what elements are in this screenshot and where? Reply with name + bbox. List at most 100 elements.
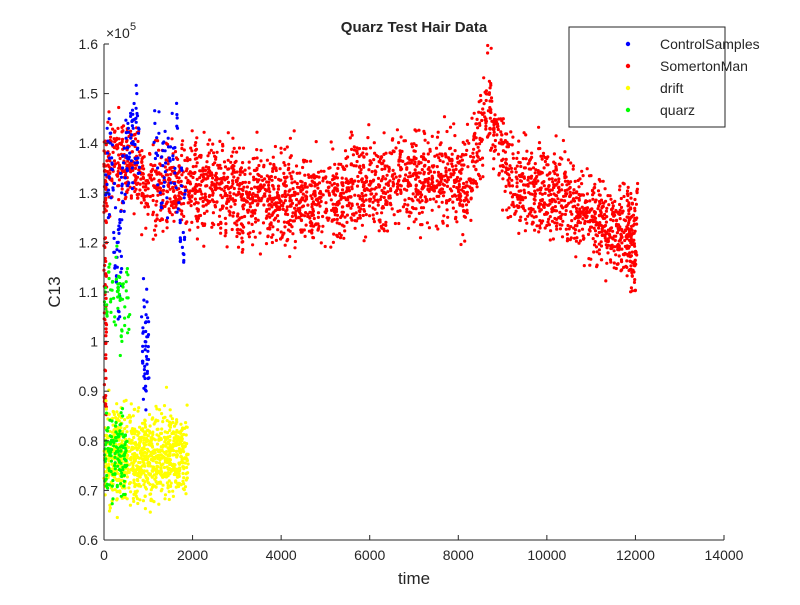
somertonman-point: [232, 186, 236, 191]
quarz-point: [110, 484, 114, 488]
somertonman-point: [141, 171, 145, 175]
somertonman-point: [206, 174, 210, 179]
somertonman-point: [177, 180, 181, 184]
somertonman-point: [250, 222, 254, 226]
quarz-point: [123, 492, 127, 497]
somertonman-point: [324, 201, 328, 205]
controlsamples-point: [162, 176, 166, 180]
somertonman-point: [305, 190, 309, 194]
somertonman-point: [517, 204, 521, 208]
somertonman-point: [551, 209, 555, 213]
somertonman-point: [368, 146, 373, 150]
somertonman-point: [257, 196, 261, 200]
somertonman-point: [148, 152, 152, 156]
controlsamples-point: [156, 166, 160, 170]
controlsamples-point: [146, 316, 150, 320]
somertonman-point: [186, 201, 190, 205]
somertonman-point: [295, 181, 299, 186]
drift-point: [165, 419, 169, 423]
drift-point: [171, 420, 175, 425]
controlsamples-point: [140, 315, 144, 319]
somertonman-point: [253, 220, 258, 224]
somertonman-point: [634, 202, 639, 206]
somertonman-point: [305, 185, 309, 189]
drift-point: [179, 431, 183, 435]
drift-point: [152, 500, 156, 504]
somertonman-point: [578, 193, 583, 197]
somertonman-point: [358, 216, 362, 220]
somertonman-point: [533, 192, 538, 196]
somertonman-point: [125, 140, 129, 144]
somertonman-point: [426, 167, 430, 171]
somertonman-point: [158, 162, 162, 166]
drift-point: [131, 466, 135, 470]
somertonman-point: [545, 156, 549, 161]
somertonman-point: [609, 218, 613, 222]
controlsamples-point: [163, 129, 167, 133]
somertonman-point: [358, 213, 362, 217]
somertonman-point: [411, 174, 415, 178]
controlsamples-point: [126, 121, 130, 125]
y-tick-label: 1.4: [79, 135, 99, 151]
somertonman-point: [310, 221, 314, 225]
quarz-point: [117, 432, 122, 436]
somertonman-point: [489, 46, 493, 50]
somertonman-point: [620, 247, 624, 251]
somertonman-point: [201, 199, 205, 204]
somertonman-point: [370, 170, 374, 174]
somertonman-point: [559, 198, 563, 202]
somertonman-point: [345, 204, 349, 208]
drift-point: [177, 481, 181, 486]
controlsamples-point: [175, 116, 179, 120]
somertonman-point: [303, 173, 307, 177]
controlsamples-point: [141, 277, 146, 281]
somertonman-point: [616, 226, 620, 231]
somertonman-point: [177, 191, 181, 195]
controlsamples-point: [133, 157, 137, 161]
somertonman-point: [376, 176, 381, 180]
somertonman-point: [128, 161, 132, 166]
somertonman-point: [419, 155, 424, 159]
drift-point: [132, 441, 136, 445]
somertonman-point: [230, 227, 234, 232]
controlsamples-point: [144, 340, 148, 344]
somertonman-point: [618, 184, 622, 188]
somertonman-point: [273, 144, 277, 149]
somertonman-point: [165, 220, 169, 224]
somertonman-point: [484, 89, 488, 93]
somertonman-point: [576, 221, 580, 225]
somertonman-point: [504, 170, 508, 174]
controlsamples-point: [156, 153, 160, 158]
controlsamples-point: [146, 357, 151, 362]
drift-point: [185, 403, 189, 407]
somertonman-point: [445, 184, 450, 188]
drift-point: [156, 419, 160, 423]
somertonman-point: [542, 166, 546, 170]
somertonman-point: [382, 186, 386, 190]
controlsamples-point: [137, 165, 141, 169]
somertonman-point: [256, 180, 260, 184]
somertonman-point: [373, 187, 377, 191]
somertonman-point: [563, 212, 568, 216]
somertonman-point: [426, 179, 430, 183]
somertonman-point: [262, 183, 266, 187]
somertonman-point: [427, 189, 431, 193]
somertonman-point: [402, 179, 406, 183]
controlsamples-point: [106, 139, 110, 143]
somertonman-point: [536, 179, 540, 183]
somertonman-point: [122, 169, 126, 173]
somertonman-point: [453, 180, 457, 185]
somertonman-point: [635, 253, 639, 257]
somertonman-point: [495, 120, 499, 125]
somertonman-point: [555, 173, 560, 177]
drift-point: [151, 465, 155, 469]
somertonman-point: [202, 130, 206, 134]
somertonman-point: [483, 118, 487, 122]
somertonman-point: [599, 211, 603, 215]
somertonman-point: [604, 209, 609, 213]
drift-point: [166, 486, 170, 490]
controlsamples-point: [153, 156, 157, 161]
somertonman-point: [286, 220, 291, 224]
somertonman-point: [180, 153, 184, 158]
somertonman-point: [172, 219, 176, 223]
